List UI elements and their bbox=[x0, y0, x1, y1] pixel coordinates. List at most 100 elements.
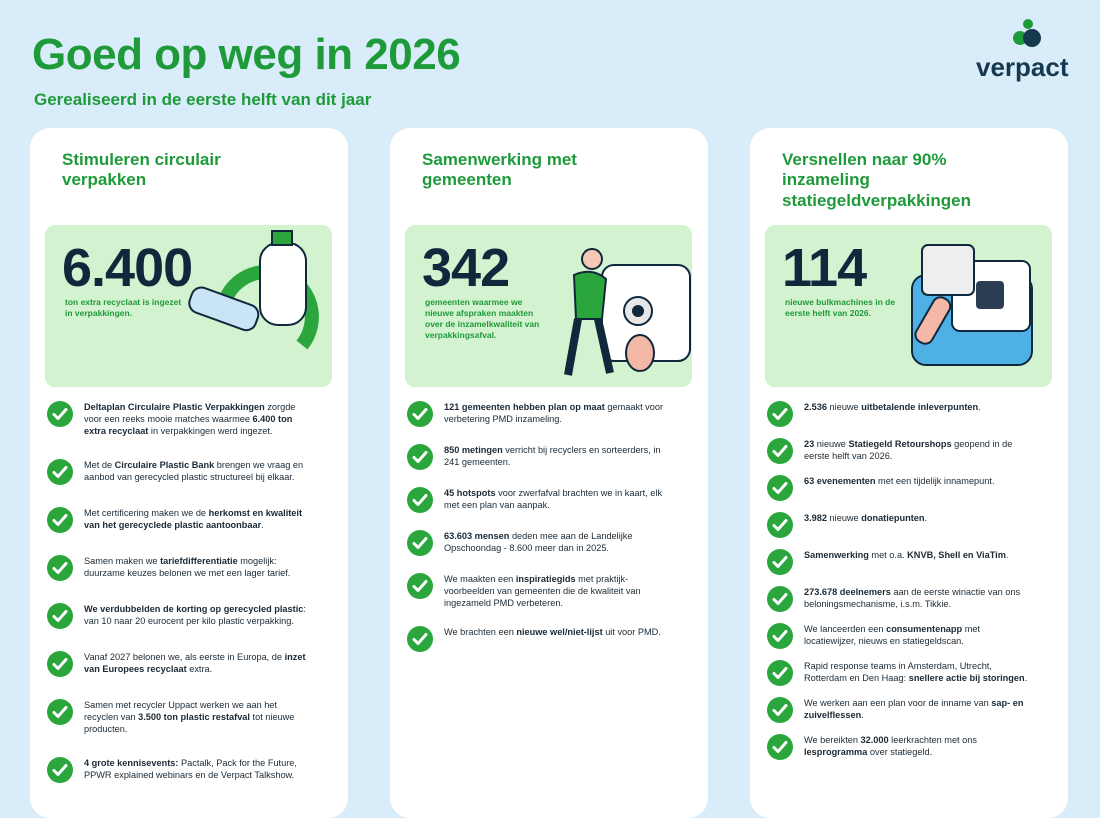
page-title: Goed op weg in 2026 bbox=[32, 30, 461, 79]
item-text: We bereikten 32.000 leerkrachten met ons… bbox=[804, 733, 1028, 759]
text-segment: leerkrachten met ons bbox=[888, 735, 977, 745]
item-text: 850 metingen verricht bij recyclers en s… bbox=[444, 443, 668, 469]
bold-segment: 23 bbox=[804, 439, 815, 449]
check-icon bbox=[766, 622, 794, 650]
text-segment: . bbox=[924, 513, 928, 523]
bold-segment: 850 metingen bbox=[444, 445, 503, 455]
check-icon bbox=[46, 400, 74, 428]
list-item: Rapid response teams in Amsterdam, Utrec… bbox=[766, 659, 1028, 687]
list-item: 4 grote kennisevents: Pactalk, Pack for … bbox=[46, 756, 308, 784]
illustration bbox=[522, 225, 692, 387]
stat-number: 114 bbox=[782, 238, 867, 298]
stat-panel: 342 gemeenten waarmee we nieuwe afspraken… bbox=[405, 225, 692, 387]
bold-segment: 63.603 mensen bbox=[444, 531, 510, 541]
list-item: 273.678 deelnemers aan de eerste winacti… bbox=[766, 585, 1028, 613]
bold-segment: Statiegeld Retourshops bbox=[848, 439, 952, 449]
stat-caption: nieuwe bulkmachines in de eerste helft v… bbox=[785, 297, 896, 319]
logo-mark bbox=[1013, 19, 1041, 47]
list-item: Vanaf 2027 belonen we, als eerste in Eur… bbox=[46, 650, 308, 678]
text-segment: : van 10 naar 20 eurocent per kilo plast… bbox=[84, 603, 306, 626]
card: Samenwerking met gemeenten 342 gemeenten w… bbox=[390, 128, 708, 818]
item-text: We brachten een nieuwe wel/niet-lijst ui… bbox=[444, 625, 661, 639]
list-item: We maakten een inspiratiegids met prakti… bbox=[406, 572, 668, 610]
item-text: Met certificering maken we de herkomst e… bbox=[84, 506, 308, 532]
list-item: 121 gemeenten hebben plan op maat gemaak… bbox=[406, 400, 668, 428]
text-segment: verricht bij recyclers en sorteerders, i… bbox=[444, 445, 661, 467]
text-segment: nieuwe bbox=[827, 513, 862, 523]
check-icon bbox=[46, 698, 74, 726]
text-segment: met locatiewijzer, nieuws en statiegelds… bbox=[804, 624, 981, 646]
text-segment: Pactalk, Pack for the Future, PPWR expla… bbox=[84, 757, 297, 780]
card-title: Samenwerking met gemeenten bbox=[422, 150, 577, 190]
list-item: We werken aan een plan voor de inname va… bbox=[766, 696, 1028, 724]
check-icon bbox=[766, 437, 794, 465]
bold-segment: inspiratiegids bbox=[515, 574, 576, 584]
illustration bbox=[182, 225, 332, 387]
check-icon bbox=[46, 602, 74, 630]
text-segment: . bbox=[978, 402, 981, 412]
text-segment: in verpakkingen werd ingezet. bbox=[148, 425, 273, 436]
check-icon bbox=[406, 572, 434, 600]
check-icon bbox=[406, 443, 434, 471]
bold-segment: Circulaire Plastic Bank bbox=[114, 459, 215, 470]
check-icon bbox=[46, 506, 74, 534]
text-segment: We maakten een bbox=[444, 574, 516, 584]
logo-text: verpact bbox=[976, 52, 1069, 82]
check-icon bbox=[766, 696, 794, 724]
check-icon bbox=[406, 625, 434, 653]
list-item: Samen maken we tariefdifferentiatie moge… bbox=[46, 554, 308, 582]
item-text: 63.603 mensen deden mee aan de Landelijk… bbox=[444, 529, 668, 555]
list-item: 45 hotspots voor zwerfafval brachten we … bbox=[406, 486, 668, 514]
text-segment: mogelijk: duurzame keuzes belonen we met… bbox=[84, 555, 291, 578]
text-segment: Rapid response teams in Amsterdam, Utrec… bbox=[804, 661, 992, 683]
text-segment: We lanceerden een bbox=[804, 624, 887, 634]
text-segment: zorgde voor een reeks mooie matches waar… bbox=[84, 402, 296, 424]
text-segment: met o.a. bbox=[868, 550, 908, 560]
bold-segment: uitbetalende inleverpunten bbox=[861, 402, 979, 412]
text-segment: Samen maken we bbox=[84, 555, 161, 566]
text-segment: geopend in de eerste helft van 2026. bbox=[804, 439, 1013, 461]
bold-segment: herkomst en kwaliteit van het gerecycled… bbox=[84, 507, 303, 530]
item-text: 4 grote kennisevents: Pactalk, Pack for … bbox=[84, 756, 308, 782]
stat-caption: gemeenten waarmee we nieuwe afspraken ma… bbox=[425, 297, 540, 341]
check-icon bbox=[46, 650, 74, 678]
list-item: 63 evenementen met een tijdelijk innamep… bbox=[766, 474, 1028, 502]
illustration bbox=[882, 225, 1052, 387]
text-segment: . bbox=[261, 519, 264, 530]
list-item: Met certificering maken we de herkomst e… bbox=[46, 506, 308, 534]
list-item: 850 metingen verricht bij recyclers en s… bbox=[406, 443, 668, 471]
check-icon bbox=[46, 458, 74, 486]
check-icon bbox=[766, 659, 794, 687]
item-text: We verdubbelden de korting op gerecycled… bbox=[84, 602, 308, 628]
bold-segment: 63 evenementen bbox=[804, 476, 876, 486]
bold-segment: 2.536 bbox=[804, 402, 827, 412]
check-icon bbox=[766, 511, 794, 539]
item-text: Samen maken we tariefdifferentiatie moge… bbox=[84, 554, 308, 580]
list-item: Met de Circulaire Plastic Bank brengen w… bbox=[46, 458, 308, 486]
list-item: Samen met recycler Uppact werken we aan … bbox=[46, 698, 308, 736]
list-item: Deltaplan Circulaire Plastic Verpakkinge… bbox=[46, 400, 308, 438]
text-segment: We bereikten bbox=[804, 735, 861, 745]
stat-caption: ton extra recyclaat is ingezet in verpak… bbox=[65, 297, 182, 319]
bold-segment: 3.982 bbox=[804, 513, 827, 523]
check-icon bbox=[46, 756, 74, 784]
bold-segment: snellere actie bij storingen bbox=[908, 672, 1025, 683]
page-subtitle: Gerealiseerd in de eerste helft van dit … bbox=[34, 90, 372, 109]
stat-number: 342 bbox=[422, 238, 510, 298]
text-segment: met een tijdelijk innamepunt. bbox=[875, 476, 995, 486]
text-segment: We brachten een bbox=[444, 626, 517, 637]
text-segment: voor zwerfafval brachten we in kaart, el… bbox=[444, 488, 663, 510]
text-segment: uit voor PMD. bbox=[602, 626, 661, 637]
item-text: Met de Circulaire Plastic Bank brengen w… bbox=[84, 458, 308, 484]
item-text: 23 nieuwe Statiegeld Retourshops geopend… bbox=[804, 437, 1028, 463]
item-text: 3.982 nieuwe donatiepunten. bbox=[804, 511, 927, 525]
list-item: 2.536 nieuwe uitbetalende inleverpunten. bbox=[766, 400, 1028, 428]
item-text: We lanceerden een consumentenapp met loc… bbox=[804, 622, 1028, 648]
text-segment: Met certificering maken we de bbox=[84, 507, 209, 518]
item-text: 45 hotspots voor zwerfafval brachten we … bbox=[444, 486, 668, 512]
text-segment: deden mee aan de Landelijke Opschoondag … bbox=[444, 531, 633, 553]
text-segment: Met de bbox=[84, 459, 115, 470]
text-segment: gemaakt voor verbetering PMD inzameling. bbox=[444, 402, 664, 424]
item-text: Vanaf 2027 belonen we, als eerste in Eur… bbox=[84, 650, 308, 676]
bold-segment: tariefdifferentiatie bbox=[160, 555, 238, 566]
